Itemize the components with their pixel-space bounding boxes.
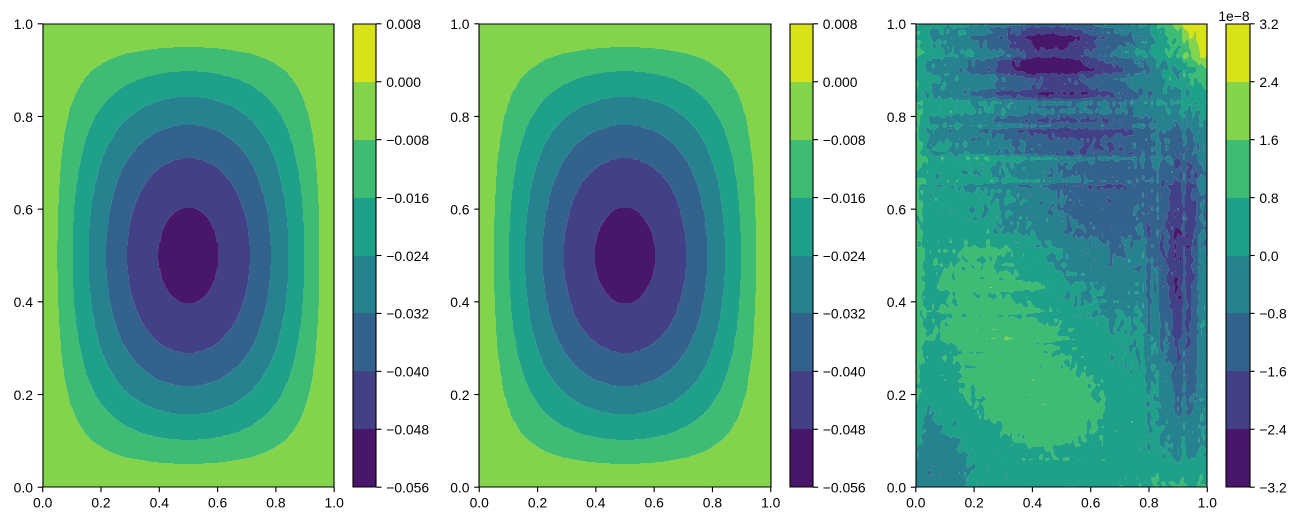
svg-text:−0.048: −0.048 <box>386 422 429 438</box>
svg-text:0.8: 0.8 <box>703 494 723 510</box>
svg-text:−0.032: −0.032 <box>823 306 866 322</box>
svg-text:0.4: 0.4 <box>1023 494 1043 510</box>
svg-text:−0.008: −0.008 <box>386 132 429 148</box>
svg-text:−0.024: −0.024 <box>386 248 429 264</box>
svg-text:0.6: 0.6 <box>14 201 34 217</box>
svg-text:1.0: 1.0 <box>1198 494 1218 510</box>
svg-text:0.008: 0.008 <box>386 16 421 32</box>
svg-text:1.0: 1.0 <box>14 16 34 32</box>
svg-text:0.0: 0.0 <box>887 479 907 495</box>
svg-text:0.0: 0.0 <box>33 494 53 510</box>
svg-text:−0.032: −0.032 <box>386 306 429 322</box>
svg-text:0.008: 0.008 <box>823 16 858 32</box>
svg-text:0.8: 0.8 <box>1259 190 1279 206</box>
svg-text:0.4: 0.4 <box>586 494 606 510</box>
svg-text:0.6: 0.6 <box>887 201 907 217</box>
svg-text:0.2: 0.2 <box>91 494 111 510</box>
svg-text:0.4: 0.4 <box>450 294 470 310</box>
svg-text:−0.8: −0.8 <box>1259 306 1287 322</box>
svg-text:1.0: 1.0 <box>887 16 907 32</box>
svg-text:−3.2: −3.2 <box>1259 479 1287 495</box>
svg-text:2.4: 2.4 <box>1259 74 1279 90</box>
svg-text:−0.056: −0.056 <box>823 479 866 495</box>
svg-text:3.2: 3.2 <box>1259 16 1279 32</box>
svg-text:0.0: 0.0 <box>14 479 34 495</box>
svg-text:0.6: 0.6 <box>450 201 470 217</box>
svg-text:0.4: 0.4 <box>14 294 34 310</box>
svg-text:0.6: 0.6 <box>208 494 228 510</box>
svg-text:1.0: 1.0 <box>761 494 781 510</box>
svg-text:0.2: 0.2 <box>528 494 548 510</box>
svg-text:0.2: 0.2 <box>450 387 470 403</box>
svg-text:0.000: 0.000 <box>386 74 421 90</box>
svg-text:0.2: 0.2 <box>887 387 907 403</box>
svg-text:0.0: 0.0 <box>470 494 490 510</box>
svg-text:−0.016: −0.016 <box>823 190 866 206</box>
svg-text:1.6: 1.6 <box>1259 132 1279 148</box>
svg-text:0.0: 0.0 <box>450 479 470 495</box>
svg-text:0.8: 0.8 <box>1139 494 1159 510</box>
svg-text:0.6: 0.6 <box>1081 494 1101 510</box>
svg-text:0.8: 0.8 <box>450 109 470 125</box>
svg-text:−0.056: −0.056 <box>386 479 429 495</box>
svg-text:−0.008: −0.008 <box>823 132 866 148</box>
svg-text:0.8: 0.8 <box>14 109 34 125</box>
svg-text:0.0: 0.0 <box>906 494 926 510</box>
svg-text:0.2: 0.2 <box>964 494 984 510</box>
svg-text:0.8: 0.8 <box>887 109 907 125</box>
svg-text:0.6: 0.6 <box>645 494 665 510</box>
svg-text:1.0: 1.0 <box>450 16 470 32</box>
svg-text:−2.4: −2.4 <box>1259 422 1287 438</box>
svg-text:0.2: 0.2 <box>14 387 34 403</box>
svg-text:1.0: 1.0 <box>325 494 345 510</box>
svg-text:0.8: 0.8 <box>266 494 286 510</box>
svg-text:−0.024: −0.024 <box>823 248 866 264</box>
svg-text:0.0: 0.0 <box>1259 248 1279 264</box>
svg-text:0.4: 0.4 <box>150 494 170 510</box>
svg-text:−0.040: −0.040 <box>386 364 429 380</box>
svg-text:−0.048: −0.048 <box>823 422 866 438</box>
svg-text:−1.6: −1.6 <box>1259 364 1287 380</box>
svg-text:−0.040: −0.040 <box>823 364 866 380</box>
svg-text:−0.016: −0.016 <box>386 190 429 206</box>
svg-text:0.4: 0.4 <box>887 294 907 310</box>
svg-text:0.000: 0.000 <box>823 74 858 90</box>
svg-text:1e−8: 1e−8 <box>1218 8 1250 24</box>
